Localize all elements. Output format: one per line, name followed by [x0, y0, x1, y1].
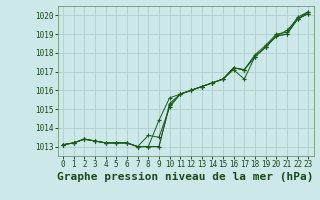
X-axis label: Graphe pression niveau de la mer (hPa): Graphe pression niveau de la mer (hPa) [57, 172, 314, 182]
